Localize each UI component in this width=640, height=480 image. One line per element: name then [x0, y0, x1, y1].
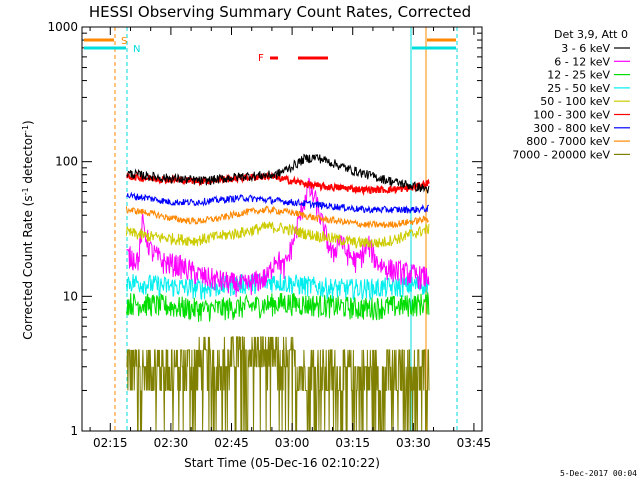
flare-marker-label: F [258, 53, 264, 64]
legend-label: 50 - 100 keV [540, 95, 610, 108]
marker-label-s: S [121, 36, 127, 47]
legend-label: 7000 - 20000 keV [512, 148, 610, 161]
series-line-3 [125, 272, 430, 302]
y-tick-label: 1 [70, 424, 78, 438]
series-line-8 [126, 336, 430, 431]
series-line-2 [125, 292, 430, 322]
x-tick-label: 02:15 [93, 436, 128, 450]
legend-label: 100 - 300 keV [533, 109, 610, 122]
series-line-7 [125, 205, 430, 229]
x-tick-label: 03:00 [275, 436, 310, 450]
x-tick-label: 02:45 [214, 436, 249, 450]
y-axis-label: Corrected Count Rate (s-1 detector-1) [21, 120, 36, 339]
plot-area [114, 27, 458, 431]
x-axis-label: Start Time (05-Dec-16 02:10:22) [184, 456, 380, 470]
y-tick-label: 100 [55, 155, 78, 169]
legend-label: 300 - 800 keV [533, 122, 610, 135]
x-tick-label: 02:30 [154, 436, 189, 450]
legend-label: 800 - 7000 keV [526, 135, 610, 148]
axes: 02:15 02:30 02:45 03:00 03:15 03:30 03:45 1 10 10… [47, 20, 491, 450]
y-tick-label: 1000 [47, 20, 78, 34]
x-tick-label: 03:45 [457, 436, 492, 450]
legend-label: 3 - 6 keV [561, 42, 610, 55]
series-line-1 [126, 177, 430, 298]
legend-label: 6 - 12 keV [554, 55, 610, 68]
y-tick-label: 10 [63, 289, 78, 303]
x-tick-label: 03:15 [335, 436, 370, 450]
x-tick-label: 03:30 [396, 436, 431, 450]
plot-frame [81, 26, 483, 432]
series-line-6 [126, 191, 430, 214]
legend-label: 12 - 25 keV [547, 69, 610, 82]
footer-date: 5-Dec-2017 00:04 [560, 469, 637, 478]
legend-title: Det 3,9, Att 0 [554, 28, 628, 41]
series-line-0 [126, 153, 430, 194]
chart-title: HESSI Observing Summary Count Rates, Cor… [89, 3, 471, 21]
series-line-4 [125, 221, 430, 249]
marker-label-n: N [133, 44, 140, 55]
legend-label: 25 - 50 keV [547, 82, 610, 95]
